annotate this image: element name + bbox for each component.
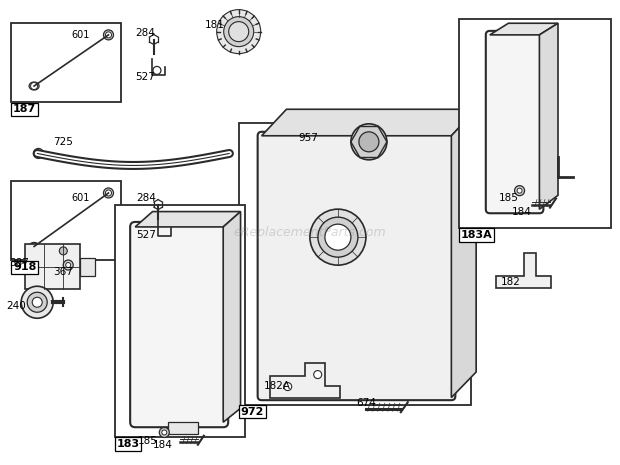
Circle shape (153, 66, 161, 74)
Circle shape (284, 383, 291, 391)
Polygon shape (223, 212, 241, 422)
Text: 187: 187 (13, 104, 37, 114)
Circle shape (104, 188, 113, 198)
Text: 601: 601 (71, 193, 90, 203)
Text: 184: 184 (512, 207, 532, 217)
Text: 183: 183 (117, 439, 140, 449)
Text: 184: 184 (153, 440, 173, 451)
Bar (11, 23, 121, 102)
Text: 957: 957 (299, 133, 319, 143)
Circle shape (21, 286, 53, 318)
Text: 284: 284 (135, 28, 155, 38)
Text: 725: 725 (53, 137, 73, 147)
Polygon shape (262, 109, 476, 136)
FancyBboxPatch shape (486, 31, 543, 213)
Text: 674: 674 (356, 398, 376, 408)
Bar (25, 244, 80, 289)
Text: 182: 182 (501, 277, 521, 287)
Circle shape (217, 10, 260, 53)
Circle shape (30, 82, 38, 90)
Polygon shape (80, 258, 95, 276)
Text: 367: 367 (53, 267, 73, 278)
Circle shape (60, 247, 68, 255)
Text: 185: 185 (499, 193, 519, 203)
Text: 918: 918 (13, 262, 37, 272)
Text: eReplacementParts.com: eReplacementParts.com (234, 226, 386, 239)
Text: 181: 181 (205, 20, 224, 30)
Circle shape (105, 190, 112, 196)
Circle shape (224, 17, 254, 46)
Polygon shape (135, 212, 241, 227)
Polygon shape (539, 23, 558, 209)
Polygon shape (270, 363, 340, 398)
Text: 972: 972 (241, 406, 264, 417)
Text: 387: 387 (9, 258, 29, 268)
Bar (459, 19, 611, 228)
Circle shape (30, 243, 38, 250)
Circle shape (229, 21, 249, 42)
FancyBboxPatch shape (130, 222, 228, 427)
Circle shape (314, 371, 322, 379)
Circle shape (32, 297, 42, 307)
Circle shape (351, 124, 387, 160)
Circle shape (162, 430, 167, 435)
Circle shape (63, 260, 73, 270)
Ellipse shape (29, 242, 39, 251)
Circle shape (33, 148, 43, 159)
Text: 183A: 183A (461, 230, 492, 240)
Text: 284: 284 (136, 193, 156, 203)
Circle shape (517, 188, 522, 193)
Text: 527: 527 (136, 230, 156, 240)
Bar (11, 181, 121, 260)
Circle shape (159, 427, 169, 438)
Circle shape (104, 30, 113, 40)
Text: 185: 185 (138, 436, 157, 446)
Circle shape (359, 132, 379, 152)
Circle shape (66, 263, 71, 267)
Circle shape (318, 217, 358, 257)
Circle shape (159, 227, 167, 235)
Bar (168, 422, 198, 434)
Circle shape (105, 32, 112, 38)
Bar (115, 205, 245, 437)
Circle shape (310, 209, 366, 265)
Circle shape (27, 292, 47, 312)
Ellipse shape (29, 82, 39, 90)
Text: 527: 527 (135, 72, 155, 82)
Circle shape (515, 186, 525, 196)
Text: 182A: 182A (264, 381, 291, 392)
FancyBboxPatch shape (258, 132, 455, 400)
Text: 601: 601 (71, 29, 90, 40)
Circle shape (325, 224, 351, 250)
Polygon shape (490, 23, 558, 35)
Text: 240: 240 (6, 301, 26, 312)
Polygon shape (496, 253, 551, 288)
Polygon shape (451, 109, 476, 398)
Bar (239, 123, 471, 405)
